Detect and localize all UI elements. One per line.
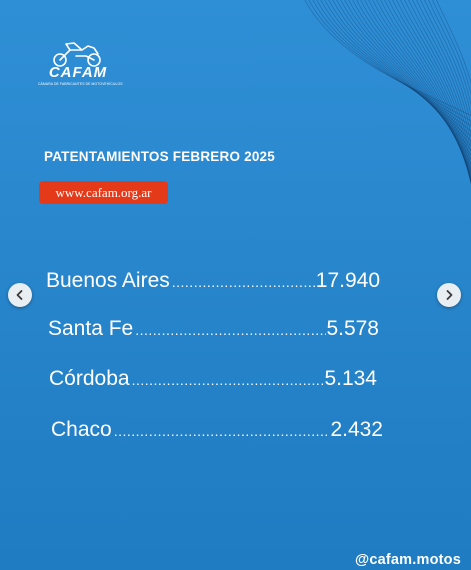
brand-subtitle: CÁMARA DE FABRICANTES DE MOTOVEHÍCULOS: [38, 82, 123, 86]
wave-line: [368, 0, 471, 183]
registration-count: 5.134: [324, 367, 377, 390]
wave-line: [308, 0, 471, 122]
wave-line: [304, 0, 471, 117]
wave-line: [344, 0, 471, 165]
wave-line: [360, 0, 471, 179]
province-name: Córdoba: [49, 367, 130, 390]
wave-line: [340, 0, 471, 161]
motorcycle-icon: [53, 42, 101, 67]
dot-leader: ........................................…: [113, 423, 331, 439]
wave-line: [352, 0, 471, 173]
wave-line: [316, 0, 471, 132]
wave-line: [372, 0, 471, 184]
chevron-right-icon: [446, 290, 453, 300]
wave-line: [324, 0, 471, 142]
province-name: Chaco: [51, 418, 112, 441]
chevron-left-icon: [16, 290, 23, 300]
wave-line: [432, 0, 471, 96]
wave-line: [436, 0, 471, 85]
registration-count: 5.578: [326, 317, 379, 340]
dot-leader: ........................................…: [171, 274, 316, 290]
wave-line: [420, 0, 471, 128]
wave-line: [320, 0, 471, 137]
wave-line: [400, 0, 471, 170]
wave-line: [412, 0, 471, 147]
social-handle: @cafam.motos: [355, 552, 461, 568]
previous-slide-button[interactable]: [8, 283, 32, 307]
list-item: Córdoba ................................…: [49, 366, 377, 392]
cafam-logo: CAFAM CÁMARA DE FABRICANTES DE MOTOVEHÍC…: [38, 40, 123, 90]
wave-line: [348, 0, 471, 169]
next-slide-button[interactable]: [437, 283, 461, 307]
registration-count: 17.940: [315, 269, 380, 292]
dot-leader: ........................................…: [131, 372, 325, 388]
wave-line: [404, 0, 471, 163]
wave-line: [388, 0, 471, 182]
registration-count: 2.432: [330, 418, 383, 441]
dot-leader: ........................................…: [135, 322, 326, 338]
wave-line: [364, 0, 471, 181]
list-item: Santa Fe ...............................…: [48, 316, 379, 342]
wave-line: [376, 0, 471, 185]
list-item: Chaco ..................................…: [51, 417, 383, 443]
province-name: Buenos Aires: [46, 269, 170, 292]
brand-name: CAFAM: [48, 64, 108, 81]
wave-line: [328, 0, 471, 147]
wave-line: [384, 0, 471, 184]
wave-line: [408, 0, 471, 156]
wave-line: [332, 0, 471, 152]
wave-line: [396, 0, 471, 175]
wave-line: [336, 0, 471, 156]
website-link[interactable]: www.cafam.org.ar: [39, 181, 168, 204]
wave-line: [424, 0, 471, 117]
wave-line: [428, 0, 471, 107]
wave-line: [392, 0, 471, 180]
wave-line: [356, 0, 471, 176]
post-heading: PATENTAMIENTOS FEBRERO 2025: [44, 149, 275, 164]
wave-line: [416, 0, 471, 138]
province-name: Santa Fe: [48, 317, 134, 340]
wave-line: [312, 0, 471, 127]
list-item: Buenos Aires ...........................…: [46, 268, 380, 294]
wave-line: [380, 0, 471, 185]
